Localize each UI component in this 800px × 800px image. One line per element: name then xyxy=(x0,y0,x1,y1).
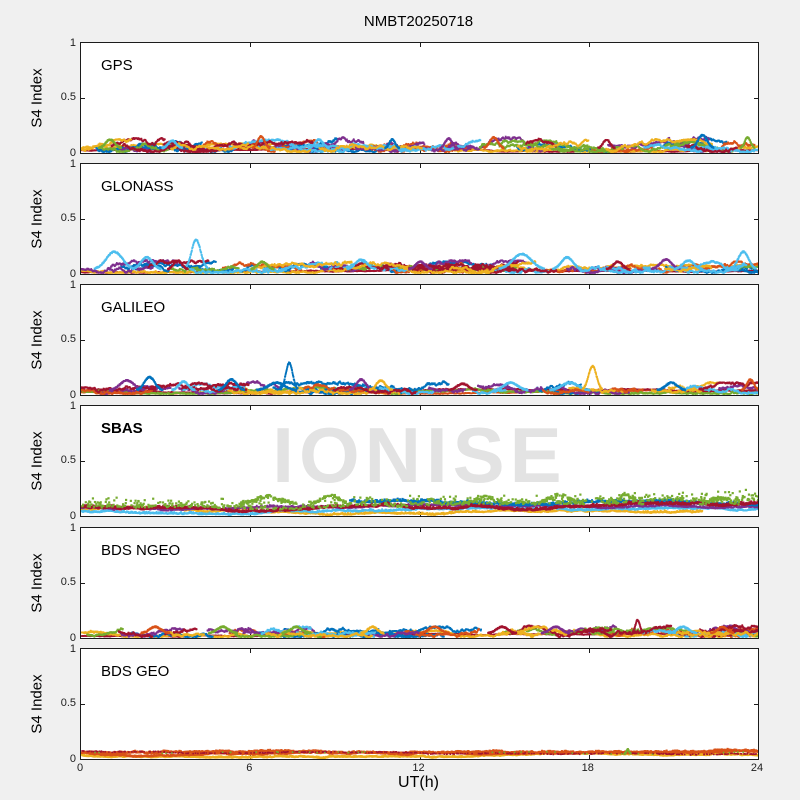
x-axis-label: UT(h) xyxy=(398,774,439,791)
xtick-label-0: 0 xyxy=(76,762,84,774)
ytick-label: 0.5 xyxy=(60,91,76,103)
y-axis-label: S4 Index xyxy=(28,553,46,613)
scatter-plot-sbas xyxy=(81,406,758,516)
ytick-label: 1 xyxy=(69,279,76,291)
panel-label-gps: GPS xyxy=(101,57,133,74)
panel-bds-ngeo: 1 0.5 0 S4 Index BDS NGEO xyxy=(29,522,759,644)
ytick-label: 0.5 xyxy=(60,454,76,466)
ytick-label: 0.5 xyxy=(60,697,76,709)
y-axis-label: S4 Index xyxy=(28,189,46,249)
panel-label-galileo: GALILEO xyxy=(101,299,166,316)
panel-glonass: 1 0.5 0 S4 Index GLONASS xyxy=(29,158,759,280)
y-axis-label: S4 Index xyxy=(28,431,46,491)
y-axis-label: S4 Index xyxy=(28,310,46,370)
ytick-label: 0.5 xyxy=(60,212,76,224)
scatter-plot-glonass xyxy=(81,164,758,274)
panel-bds-geo: 1 0.5 0 S4 Index BDS GEO xyxy=(29,643,759,765)
panel-galileo: 1 0.5 0 S4 Index GALILEO xyxy=(29,279,759,401)
xtick-label-24: 24 xyxy=(750,762,764,774)
scatter-plot-bds-ngeo xyxy=(81,528,758,638)
scatter-plot-gps xyxy=(81,43,758,153)
panel-label-glonass: GLONASS xyxy=(101,178,174,195)
panel-sbas: 1 0.5 0 S4 Index IONISE SBAS xyxy=(29,400,759,522)
ytick-label: 0.5 xyxy=(60,576,76,588)
chart-title: NMBT20250718 xyxy=(363,13,474,30)
scatter-plot-galileo xyxy=(81,285,758,395)
ytick-label: 0 xyxy=(69,389,76,401)
xtick-label-12: 12 xyxy=(412,762,425,774)
xtick-label-18: 18 xyxy=(581,762,594,774)
ytick-label: 0 xyxy=(69,147,76,159)
panel-gps: 1 0.5 0 S4 Index GPS xyxy=(29,37,759,159)
xtick-label-6: 6 xyxy=(246,762,253,774)
ytick-label: 0 xyxy=(69,510,76,522)
panel-label-sbas: SBAS xyxy=(101,420,143,437)
ytick-label: 1 xyxy=(69,522,76,534)
ytick-label: 0 xyxy=(69,632,76,644)
ytick-label: 0.5 xyxy=(60,333,76,345)
ytick-label: 1 xyxy=(69,400,76,412)
ytick-label: 0 xyxy=(69,268,76,280)
ytick-label: 1 xyxy=(69,643,76,655)
scatter-plot-bds-geo xyxy=(81,649,758,759)
ytick-label: 0 xyxy=(69,753,76,765)
panel-label-bds-geo: BDS GEO xyxy=(101,663,170,680)
panel-label-bds-ngeo: BDS NGEO xyxy=(101,542,181,559)
ytick-label: 1 xyxy=(69,37,76,49)
y-axis-label: S4 Index xyxy=(28,674,46,734)
ytick-label: 1 xyxy=(69,158,76,170)
y-axis-label: S4 Index xyxy=(28,68,46,128)
